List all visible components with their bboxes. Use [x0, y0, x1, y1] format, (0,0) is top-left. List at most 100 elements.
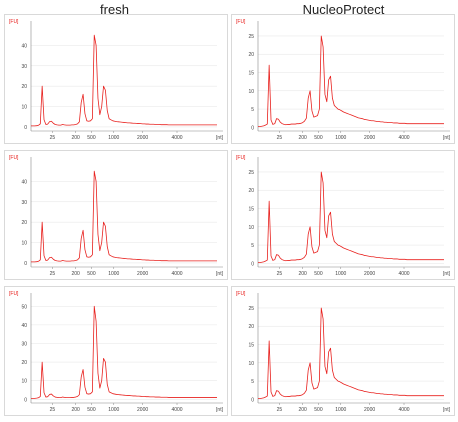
y-tick-label: 20 [248, 188, 254, 194]
y-tick-label: 0 [251, 125, 254, 131]
x-tick-label: 2000 [137, 135, 148, 141]
x-axis-unit-label: [nt] [216, 407, 224, 413]
x-tick-label: 200 [71, 271, 80, 277]
y-tick-label: 0 [24, 261, 27, 267]
chart-svg: [FU] 0 5 10 15 20 25 25 200 500 1000 2000 4000 [nt] [236, 19, 451, 141]
y-tick-label: 10 [21, 379, 27, 385]
x-tick-label: 200 [298, 271, 307, 277]
electropherogram-nucleoprotect-3: [FU] 0 5 10 15 20 25 25 200 500 1000 2000 4000 [nt] [231, 286, 455, 416]
y-axis-label: [FU] [9, 19, 19, 25]
y-axis-label: [FU] [236, 291, 246, 297]
y-tick-label: 5 [251, 243, 254, 249]
electropherogram-fresh-1: [FU] 0 10 20 30 40 25 200 500 1000 2000 4000 [nt] [4, 14, 228, 144]
x-tick-label: 4000 [398, 407, 409, 413]
y-axis-label: [FU] [236, 19, 246, 25]
y-tick-label: 30 [21, 341, 27, 347]
x-tick-label: 200 [71, 135, 80, 141]
x-axis-unit-label: [nt] [443, 135, 451, 141]
y-tick-label: 30 [21, 200, 27, 206]
y-tick-label: 20 [21, 220, 27, 226]
y-tick-label: 25 [248, 170, 254, 176]
x-tick-label: 1000 [335, 271, 346, 277]
y-tick-label: 10 [248, 225, 254, 231]
fluorescence-trace [31, 170, 217, 263]
chart-svg: [FU] 0 5 10 15 20 25 25 200 500 1000 2000 4000 [nt] [236, 155, 451, 277]
x-tick-label: 2000 [364, 407, 375, 413]
electropherogram-nucleoprotect-1: [FU] 0 5 10 15 20 25 25 200 500 1000 2000 4000 [nt] [231, 14, 455, 144]
y-tick-label: 40 [21, 323, 27, 329]
x-tick-label: 2000 [364, 271, 375, 277]
y-tick-label: 10 [248, 361, 254, 367]
fluorescence-trace [258, 307, 444, 400]
x-tick-label: 200 [298, 135, 307, 141]
y-tick-label: 10 [21, 241, 27, 247]
fluorescence-trace [258, 171, 444, 264]
y-tick-label: 25 [248, 34, 254, 40]
y-axis-label: [FU] [9, 291, 19, 297]
y-tick-label: 40 [21, 43, 27, 49]
x-tick-label: 500 [87, 271, 96, 277]
x-tick-label: 2000 [137, 271, 148, 277]
x-tick-label: 1000 [108, 135, 119, 141]
x-axis-unit-label: [nt] [443, 407, 451, 413]
y-tick-label: 20 [248, 52, 254, 58]
nucleoprotect-column-title: NucleoProtect [302, 2, 385, 17]
x-tick-label: 4000 [398, 135, 409, 141]
y-tick-label: 30 [21, 64, 27, 70]
fluorescence-trace [258, 35, 444, 128]
x-tick-label: 500 [314, 271, 323, 277]
x-tick-label: 25 [277, 271, 283, 277]
y-tick-label: 20 [248, 324, 254, 330]
x-tick-label: 1000 [335, 407, 346, 413]
x-tick-label: 500 [314, 407, 323, 413]
x-axis-unit-label: [nt] [443, 271, 451, 277]
x-tick-label: 25 [50, 407, 56, 413]
y-tick-label: 10 [248, 89, 254, 95]
x-tick-label: 200 [71, 407, 80, 413]
x-tick-label: 25 [50, 271, 56, 277]
x-tick-label: 4000 [171, 135, 182, 141]
y-tick-label: 5 [251, 107, 254, 113]
x-tick-label: 200 [298, 407, 307, 413]
y-tick-label: 0 [24, 397, 27, 403]
fresh-column-title: fresh [100, 2, 129, 17]
x-tick-label: 500 [314, 135, 323, 141]
y-tick-label: 40 [21, 179, 27, 185]
x-tick-label: 2000 [364, 135, 375, 141]
fluorescence-trace [31, 305, 217, 399]
electropherogram-fresh-2: [FU] 0 10 20 30 40 25 200 500 1000 2000 4000 [nt] [4, 150, 228, 280]
electropherogram-fresh-3: [FU] 0 10 20 30 40 50 25 200 500 1000 2000 4000 [nt] [4, 286, 228, 416]
chart-svg: [FU] 0 10 20 30 40 50 25 200 500 1000 2000 4000 [nt] [9, 291, 224, 413]
x-axis-unit-label: [nt] [216, 271, 224, 277]
y-axis-label: [FU] [9, 155, 19, 161]
x-tick-label: 25 [277, 135, 283, 141]
x-tick-label: 2000 [137, 407, 148, 413]
x-tick-label: 1000 [108, 271, 119, 277]
y-tick-label: 50 [21, 304, 27, 310]
x-tick-label: 4000 [171, 407, 182, 413]
x-axis-unit-label: [nt] [216, 135, 224, 141]
x-tick-label: 4000 [171, 271, 182, 277]
x-tick-label: 25 [50, 135, 56, 141]
y-tick-label: 10 [21, 105, 27, 111]
y-tick-label: 25 [248, 306, 254, 312]
y-tick-label: 5 [251, 379, 254, 385]
y-axis-label: [FU] [236, 155, 246, 161]
y-tick-label: 15 [248, 71, 254, 77]
electropherogram-nucleoprotect-2: [FU] 0 5 10 15 20 25 25 200 500 1000 2000 4000 [nt] [231, 150, 455, 280]
y-tick-label: 20 [21, 360, 27, 366]
fluorescence-trace [31, 34, 217, 127]
y-tick-label: 15 [248, 207, 254, 213]
chart-svg: [FU] 0 10 20 30 40 25 200 500 1000 2000 4000 [nt] [9, 155, 224, 277]
y-tick-label: 0 [251, 397, 254, 403]
x-tick-label: 500 [87, 407, 96, 413]
y-tick-label: 15 [248, 343, 254, 349]
chart-svg: [FU] 0 5 10 15 20 25 25 200 500 1000 2000 4000 [nt] [236, 291, 451, 413]
y-tick-label: 0 [24, 125, 27, 131]
x-tick-label: 1000 [108, 407, 119, 413]
y-tick-label: 20 [21, 84, 27, 90]
x-tick-label: 4000 [398, 271, 409, 277]
x-tick-label: 500 [87, 135, 96, 141]
x-tick-label: 1000 [335, 135, 346, 141]
chart-svg: [FU] 0 10 20 30 40 25 200 500 1000 2000 4000 [nt] [9, 19, 224, 141]
